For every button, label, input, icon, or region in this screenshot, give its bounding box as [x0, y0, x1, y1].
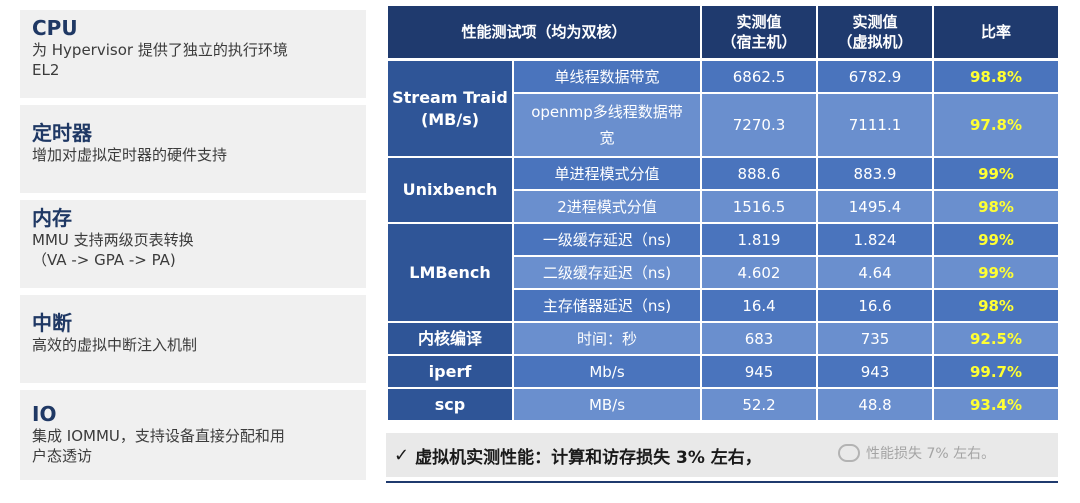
metric-cell: 主存储器延迟（ns) [514, 290, 701, 323]
group-unixbench: Unixbench [388, 158, 512, 224]
feature-title: IO [32, 402, 57, 426]
vm-cell: 6782.9 [818, 61, 933, 94]
feature-desc: 为 Hypervisor 提供了独立的执行环境 EL2 [32, 41, 288, 79]
feature-card-timer: 定时器 增加对虚拟定时器的硬件支持 [20, 105, 366, 193]
host-cell: 6862.5 [702, 61, 817, 94]
host-cell: 16.4 [702, 290, 817, 323]
vm-cell: 7111.1 [818, 94, 933, 158]
feature-desc: 集成 IOMMU，支持设备直接分配和用 户态透访 [32, 427, 285, 465]
group-iperf: iperf [388, 356, 512, 389]
header-test-item: 性能测试项（均为双核） [388, 6, 701, 61]
host-cell: 4.602 [702, 257, 817, 290]
metric-cell: 单进程模式分值 [514, 158, 701, 191]
table-row: 主存储器延迟（ns) 16.4 16.6 98% [388, 290, 1059, 323]
group-stream: Stream Traid (MB/s) [388, 61, 512, 158]
table-row: 内核编译 时间：秒 683 735 92.5% [388, 323, 1059, 356]
metric-cell: 二级缓存延迟（ns) [514, 257, 701, 290]
host-cell: 7270.3 [702, 94, 817, 158]
wechat-icon [838, 444, 860, 462]
ratio-cell: 92.5% [934, 323, 1059, 356]
group-scp: scp [388, 389, 512, 422]
vm-cell: 48.8 [818, 389, 933, 422]
performance-table-container: 性能测试项（均为双核） 实测值 （宿主机） 实测值 （虚拟机） 比率 Strea… [386, 6, 1059, 422]
watermark: 性能损失 7% 左右。 [838, 443, 995, 463]
vm-cell: 943 [818, 356, 933, 389]
table-row: 2进程模式分值 1516.5 1495.4 98% [388, 191, 1059, 224]
ratio-cell: 98% [934, 290, 1059, 323]
vm-cell: 4.64 [818, 257, 933, 290]
ratio-cell: 93.4% [934, 389, 1059, 422]
host-cell: 52.2 [702, 389, 817, 422]
feature-desc: MMU 支持两级页表转换 （VA -> GPA -> PA) [32, 231, 194, 269]
feature-card-cpu: CPU 为 Hypervisor 提供了独立的执行环境 EL2 [20, 10, 366, 98]
feature-card-interrupt: 中断 高效的虚拟中断注入机制 [20, 295, 366, 383]
metric-cell: 单线程数据带宽 [514, 61, 701, 94]
feature-title: CPU [32, 16, 78, 40]
vm-cell: 16.6 [818, 290, 933, 323]
vm-cell: 735 [818, 323, 933, 356]
feature-desc: 高效的虚拟中断注入机制 [32, 336, 198, 354]
metric-cell: 2进程模式分值 [514, 191, 701, 224]
header-ratio: 比率 [934, 6, 1059, 61]
host-cell: 1516.5 [702, 191, 817, 224]
host-cell: 1.819 [702, 224, 817, 257]
ratio-cell: 98.8% [934, 61, 1059, 94]
feature-title: 中断 [32, 311, 72, 335]
ratio-cell: 99% [934, 257, 1059, 290]
table-row: iperf Mb/s 945 943 99.7% [388, 356, 1059, 389]
header-vm-value: 实测值 （虚拟机） [818, 6, 933, 61]
feature-title: 内存 [32, 206, 72, 230]
table-row: 二级缓存延迟（ns) 4.602 4.64 99% [388, 257, 1059, 290]
feature-card-memory: 内存 MMU 支持两级页表转换 （VA -> GPA -> PA) [20, 200, 366, 288]
summary-text: 虚拟机实测性能：计算和访存损失 3% 左右， [415, 447, 762, 468]
table-row: openmp多线程数据带宽 7270.3 7111.1 97.8% [388, 94, 1059, 158]
feature-title: 定时器 [32, 121, 92, 145]
feature-list: CPU 为 Hypervisor 提供了独立的执行环境 EL2 定时器 增加对虚… [20, 10, 366, 487]
metric-cell: Mb/s [514, 356, 701, 389]
host-cell: 945 [702, 356, 817, 389]
header-host-value: 实测值 （宿主机） [702, 6, 817, 61]
metric-cell: 时间：秒 [514, 323, 701, 356]
metric-cell: MB/s [514, 389, 701, 422]
divider [386, 481, 1058, 483]
ratio-cell: 99% [934, 158, 1059, 191]
summary-bar: ✓ 虚拟机实测性能：计算和访存损失 3% 左右， [386, 433, 1058, 477]
ratio-cell: 99% [934, 224, 1059, 257]
check-icon: ✓ [394, 444, 410, 466]
vm-cell: 883.9 [818, 158, 933, 191]
performance-table: 性能测试项（均为双核） 实测值 （宿主机） 实测值 （虚拟机） 比率 Strea… [386, 6, 1060, 422]
feature-desc: 增加对虚拟定时器的硬件支持 [32, 146, 228, 164]
feature-card-io: IO 集成 IOMMU，支持设备直接分配和用 户态透访 [20, 390, 366, 480]
table-row: LMBench 一级缓存延迟（ns) 1.819 1.824 99% [388, 224, 1059, 323]
ratio-cell: 98% [934, 191, 1059, 224]
metric-cell: openmp多线程数据带宽 [514, 94, 701, 158]
ratio-cell: 99.7% [934, 356, 1059, 389]
group-lmbench: LMBench [388, 224, 512, 323]
ratio-cell: 97.8% [934, 94, 1059, 158]
host-cell: 683 [702, 323, 817, 356]
host-cell: 888.6 [702, 158, 817, 191]
table-row: Stream Traid (MB/s) 单线程数据带宽 6862.5 6782.… [388, 61, 1059, 158]
vm-cell: 1.824 [818, 224, 933, 257]
table-row: scp MB/s 52.2 48.8 93.4% [388, 389, 1059, 422]
table-row: Unixbench 单进程模式分值 888.6 883.9 99% [388, 158, 1059, 224]
watermark-text: 性能损失 7% 左右。 [866, 446, 996, 462]
vm-cell: 1495.4 [818, 191, 933, 224]
group-kernel-compile: 内核编译 [388, 323, 512, 356]
metric-cell: 一级缓存延迟（ns) [514, 224, 701, 257]
